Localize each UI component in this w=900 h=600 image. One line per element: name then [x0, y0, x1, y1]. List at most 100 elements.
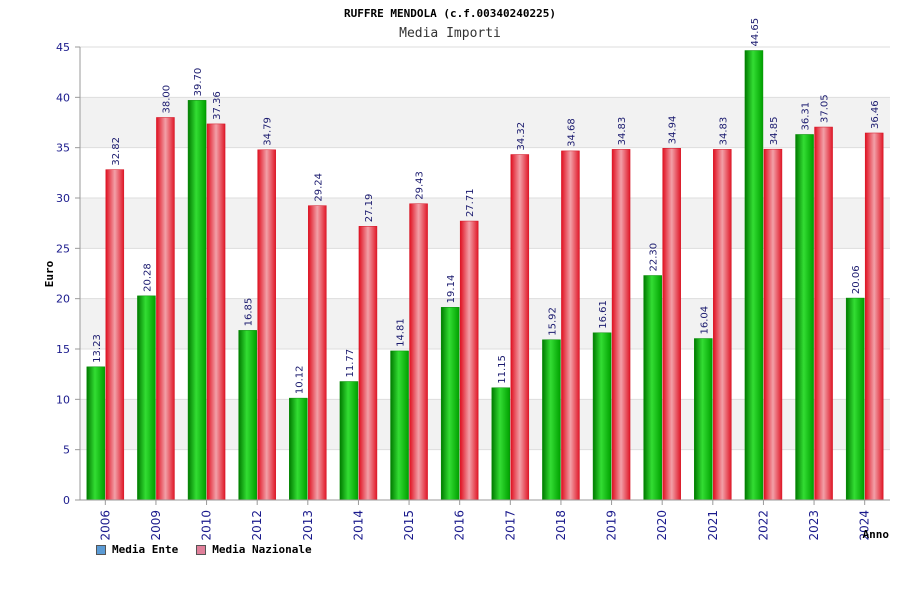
y-axis-label: Euro: [43, 260, 56, 287]
bar-media-ente: [390, 350, 409, 501]
bar-media-nazionale: [409, 203, 428, 501]
data-label-media-nazionale: 34.79: [263, 117, 274, 146]
legend-item-media-ente: Media Ente: [96, 543, 178, 556]
x-tick-label: 2016: [453, 510, 467, 541]
data-label-media-ente: 44.65: [750, 18, 761, 47]
x-tick-label: 2023: [807, 510, 821, 541]
bar-media-ente: [289, 397, 308, 501]
data-label-media-nazionale: 36.46: [870, 100, 881, 129]
bar-media-nazionale: [763, 148, 783, 501]
bar-media-ente: [694, 338, 713, 501]
data-label-media-nazionale: 34.85: [769, 117, 780, 146]
bar-media-nazionale: [358, 226, 378, 501]
bar-media-ente: [86, 366, 106, 501]
data-label-media-ente: 10.12: [294, 365, 305, 394]
y-tick-label: 20: [56, 293, 70, 306]
bar-media-nazionale: [459, 220, 479, 501]
x-tick-label: 2014: [351, 510, 365, 541]
x-tick-label: 2009: [149, 510, 163, 541]
x-tick-label: 2021: [706, 510, 720, 541]
y-tick-label: 0: [63, 494, 70, 507]
data-label-media-nazionale: 32.82: [111, 137, 122, 166]
data-label-media-nazionale: 37.05: [820, 94, 831, 123]
y-tick-label: 30: [56, 192, 70, 205]
data-label-media-nazionale: 34.68: [566, 118, 577, 147]
x-axis-label: Anno: [863, 528, 890, 541]
y-tick-label: 25: [56, 242, 70, 255]
bar-media-nazionale: [156, 117, 175, 501]
x-tick-label: 2017: [503, 510, 517, 541]
legend-label-media-nazionale: Media Nazionale: [212, 543, 312, 556]
data-label-media-nazionale: 29.43: [415, 171, 426, 200]
data-label-media-nazionale: 27.71: [465, 188, 476, 217]
bar-media-ente: [187, 100, 207, 501]
bar-media-ente: [440, 307, 460, 501]
data-label-media-nazionale: 38.00: [161, 85, 172, 114]
data-label-media-nazionale: 27.19: [364, 194, 375, 223]
data-label-media-ente: 22.30: [649, 243, 660, 272]
y-tick-label: 10: [56, 393, 70, 406]
x-tick-label: 2013: [301, 510, 315, 541]
x-axis-ticks: 2006 2009 2010 2012 2013 2014 2015 2016 2017 2018…: [98, 500, 872, 541]
data-label-media-ente: 16.85: [244, 298, 255, 327]
bar-media-nazionale: [257, 149, 276, 501]
data-label-media-ente: 36.31: [801, 102, 812, 131]
data-label-media-ente: 39.70: [193, 68, 204, 97]
x-tick-label: 2018: [554, 510, 568, 541]
bar-media-ente: [491, 387, 511, 501]
data-label-media-nazionale: 37.36: [212, 91, 223, 120]
x-tick-label: 2019: [605, 510, 619, 541]
bar-media-nazionale: [105, 169, 125, 501]
bar-media-ente: [238, 330, 257, 501]
data-label-media-nazionale: 34.83: [718, 117, 729, 146]
data-label-media-ente: 20.28: [142, 263, 153, 292]
data-label-media-nazionale: 34.83: [617, 117, 628, 146]
data-label-media-nazionale: 34.32: [516, 122, 527, 151]
bar-media-ente: [137, 295, 156, 501]
bar-media-nazionale: [662, 148, 681, 501]
y-tick-label: 5: [63, 444, 70, 457]
x-tick-label: 2020: [655, 510, 669, 541]
bar-media-nazionale: [611, 149, 631, 501]
bar-media-ente: [592, 332, 612, 501]
bar-media-ente: [845, 297, 865, 501]
bar-media-nazionale: [864, 132, 884, 501]
x-tick-label: 2015: [402, 510, 416, 541]
y-tick-label: 15: [56, 343, 70, 356]
bar-media-nazionale: [308, 205, 327, 501]
bar-media-ente: [339, 381, 359, 501]
legend-item-media-nazionale: Media Nazionale: [196, 543, 312, 556]
chart-subtitle: Media Importi: [399, 26, 501, 41]
y-axis-ticks: 0 5 10 15 20 25 30 35 40 45: [56, 41, 80, 507]
chart-title: RUFFRE MENDOLA (c.f.00340240225): [344, 7, 556, 20]
data-label-media-nazionale: 29.24: [313, 173, 324, 202]
data-labels: 13.23 32.82 20.28 38.00 39.70 37.36 16.85 34.79…: [92, 18, 881, 394]
y-tick-label: 40: [56, 91, 70, 104]
bar-media-ente: [795, 134, 814, 501]
bar-media-ente: [643, 275, 662, 501]
y-tick-label: 35: [56, 142, 70, 155]
data-label-media-ente: 20.06: [851, 265, 862, 294]
legend-label-media-ente: Media Ente: [112, 543, 179, 556]
x-tick-label: 2012: [250, 510, 264, 541]
bar-media-nazionale: [814, 126, 833, 501]
bar-media-nazionale: [510, 154, 530, 501]
bar-media-nazionale: [561, 150, 580, 501]
x-tick-label: 2010: [200, 510, 214, 541]
legend-swatch-media-nazionale: [196, 544, 207, 555]
bar-media-ente: [744, 50, 764, 501]
data-label-media-ente: 13.23: [92, 334, 103, 363]
data-label-media-ente: 16.04: [699, 306, 710, 335]
bar-media-nazionale: [206, 123, 226, 501]
bar-media-ente: [542, 339, 561, 501]
legend-swatch-media-ente: [96, 544, 106, 555]
data-label-media-ente: 16.61: [598, 300, 609, 329]
data-label-media-ente: 15.92: [547, 307, 558, 336]
bar-media-nazionale: [713, 149, 732, 501]
x-tick-label: 2024: [858, 510, 872, 541]
data-label-media-ente: 11.77: [345, 349, 356, 378]
bars: [86, 50, 884, 501]
data-label-media-nazionale: 34.94: [668, 116, 679, 145]
data-label-media-ente: 19.14: [446, 275, 457, 304]
